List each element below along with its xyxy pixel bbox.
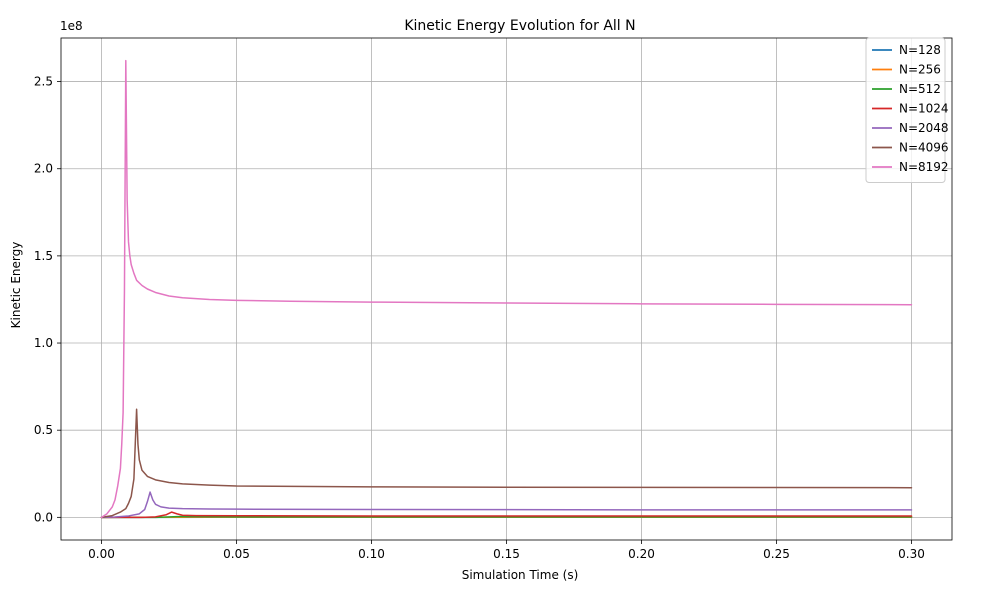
y-tick-label: 2.5 bbox=[34, 75, 53, 89]
y-tick-label: 0.0 bbox=[34, 510, 53, 524]
grid-layer bbox=[61, 38, 952, 540]
x-tick-label: 0.25 bbox=[763, 547, 790, 561]
legend-box bbox=[865, 37, 946, 183]
x-tick-label: 0.00 bbox=[88, 547, 115, 561]
x-tick-label: 0.05 bbox=[223, 547, 250, 561]
y-tick-label: 0.5 bbox=[34, 423, 53, 437]
y-tick-label: 2.0 bbox=[34, 162, 53, 176]
y-offset-label: 1e8 bbox=[60, 19, 83, 33]
series-line-n-4096 bbox=[100, 408, 913, 519]
y-tick-label: 1.5 bbox=[34, 249, 53, 263]
series-line-n-2048 bbox=[100, 491, 913, 519]
y-tick-label: 1.0 bbox=[34, 336, 53, 350]
legend-entry: N=8192 bbox=[899, 160, 949, 174]
y-axis-title: Kinetic Energy bbox=[9, 242, 23, 329]
series-line-n-512 bbox=[100, 515, 913, 519]
legend-entry: N=1024 bbox=[899, 102, 949, 116]
legend-entry: N=4096 bbox=[899, 141, 949, 155]
series-line-n-1024 bbox=[100, 511, 913, 519]
x-tick-label: 0.15 bbox=[493, 547, 520, 561]
series-line-n-8192 bbox=[100, 59, 913, 519]
axes-layer: 0.00 0.05 0.10 0.15 0.20 0.25 0.30 0.0 0.5 1.0 1.5… bbox=[34, 37, 953, 561]
legend-entry: N=512 bbox=[899, 82, 941, 96]
legend-entry: N=2048 bbox=[899, 121, 949, 135]
x-tick-label: 0.30 bbox=[898, 547, 925, 561]
legend-entry: N=128 bbox=[899, 43, 941, 57]
legend: N=128 N=256 N=512 N=1024 N=2048 N=4096 N=8192 bbox=[865, 37, 949, 183]
x-tick-label: 0.20 bbox=[628, 547, 655, 561]
chart-title: Kinetic Energy Evolution for All N bbox=[404, 18, 635, 34]
x-tick-label: 0.10 bbox=[358, 547, 385, 561]
x-axis-title: Simulation Time (s) bbox=[462, 568, 579, 582]
legend-entry: N=256 bbox=[899, 63, 941, 77]
series-layer bbox=[100, 59, 913, 519]
